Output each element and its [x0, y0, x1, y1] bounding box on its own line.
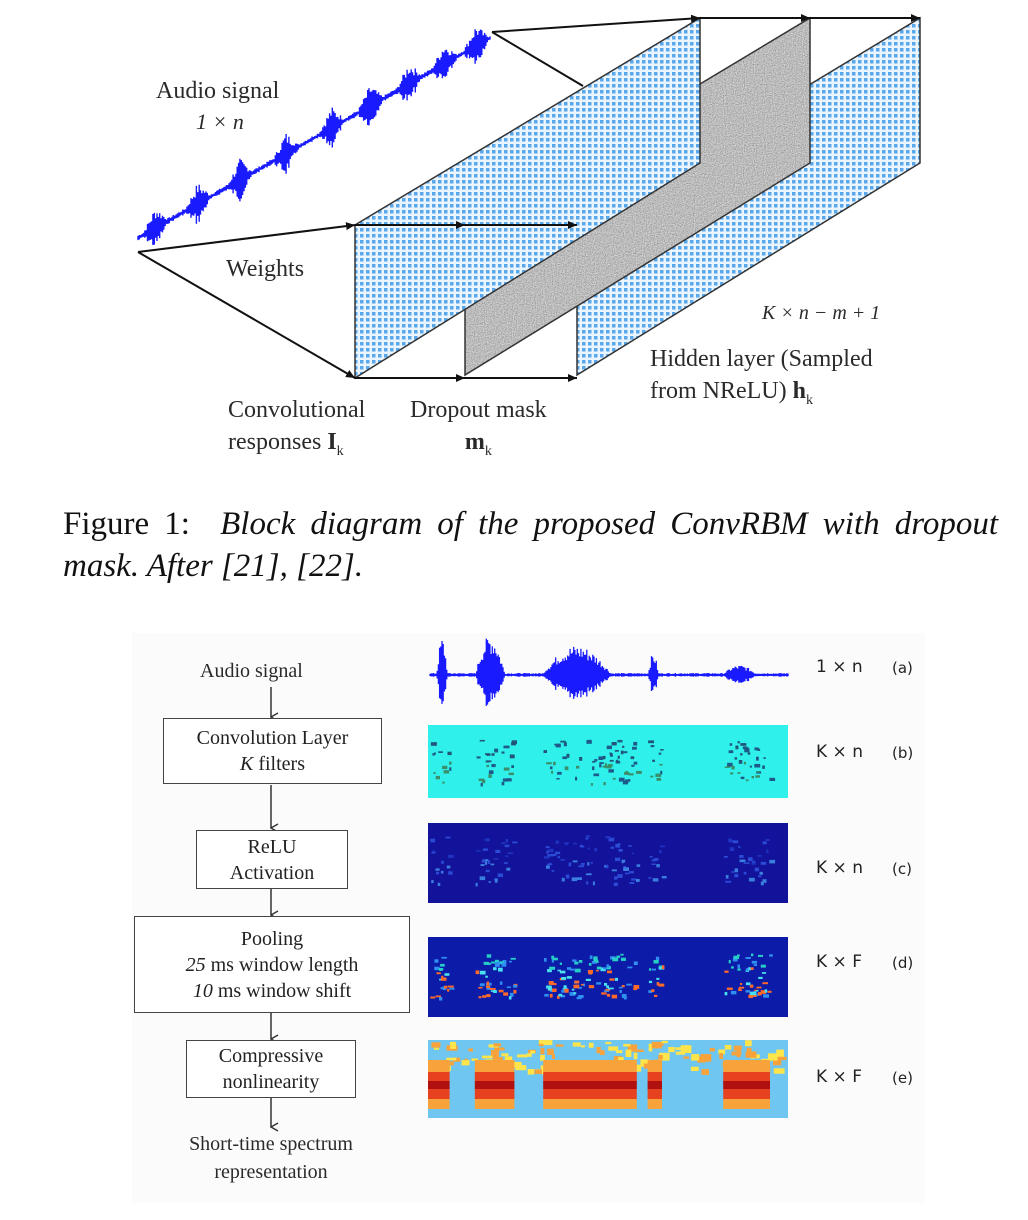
relu-activation-box: ReLU Activation: [196, 830, 348, 889]
spectrogram-d: [428, 937, 788, 1017]
row-dim-a: 1 × n: [816, 657, 863, 677]
row-dim-d: K × F: [816, 952, 862, 972]
figure-caption: Figure 1: Block diagram of the proposed …: [63, 506, 999, 584]
dropout-mask-label: Dropout mask mk: [410, 397, 547, 459]
compressive-nonlinearity-box: Compressive nonlinearity: [186, 1040, 356, 1098]
audio-signal-label: Audio signal: [156, 78, 280, 104]
row-dim-b: K × n: [816, 742, 863, 762]
row-dim-c: K × n: [816, 858, 863, 878]
convolutional-responses-panel: [354, 16, 701, 380]
spectrogram-e: [428, 1040, 788, 1118]
conv-responses-label: Convolutional responses Ik: [228, 397, 366, 459]
hidden-dim-label: K × n − m + 1: [762, 302, 881, 324]
row-tag-e: (e): [892, 1069, 913, 1087]
output-label: Short-time spectrum representation: [189, 1133, 353, 1183]
spectrogram-c: [428, 823, 788, 903]
weights-label: Weights: [226, 256, 305, 282]
hidden-layer-label: Hidden layer (Sampled from NReLU) hk: [650, 346, 873, 408]
pooling-box: Pooling 25 ms window length 10 ms window…: [134, 916, 410, 1013]
row-tag-d: (d): [892, 954, 914, 972]
row-dim-e: K × F: [816, 1067, 862, 1087]
row-tag-c: (c): [892, 860, 912, 878]
row-tag-b: (b): [892, 744, 914, 762]
audio-waveform-diagonal: [137, 29, 491, 245]
row-tag-a: (a): [892, 659, 913, 677]
convrbm-block-diagram: [137, 14, 921, 382]
spectrogram-b: [428, 725, 788, 798]
convolution-layer-box: Convolution Layer K filters: [163, 718, 382, 784]
audio-waveform-a: [429, 638, 789, 706]
audio-dim-label: 1 × n: [196, 109, 244, 134]
input-audio-label: Audio signal: [200, 660, 303, 682]
